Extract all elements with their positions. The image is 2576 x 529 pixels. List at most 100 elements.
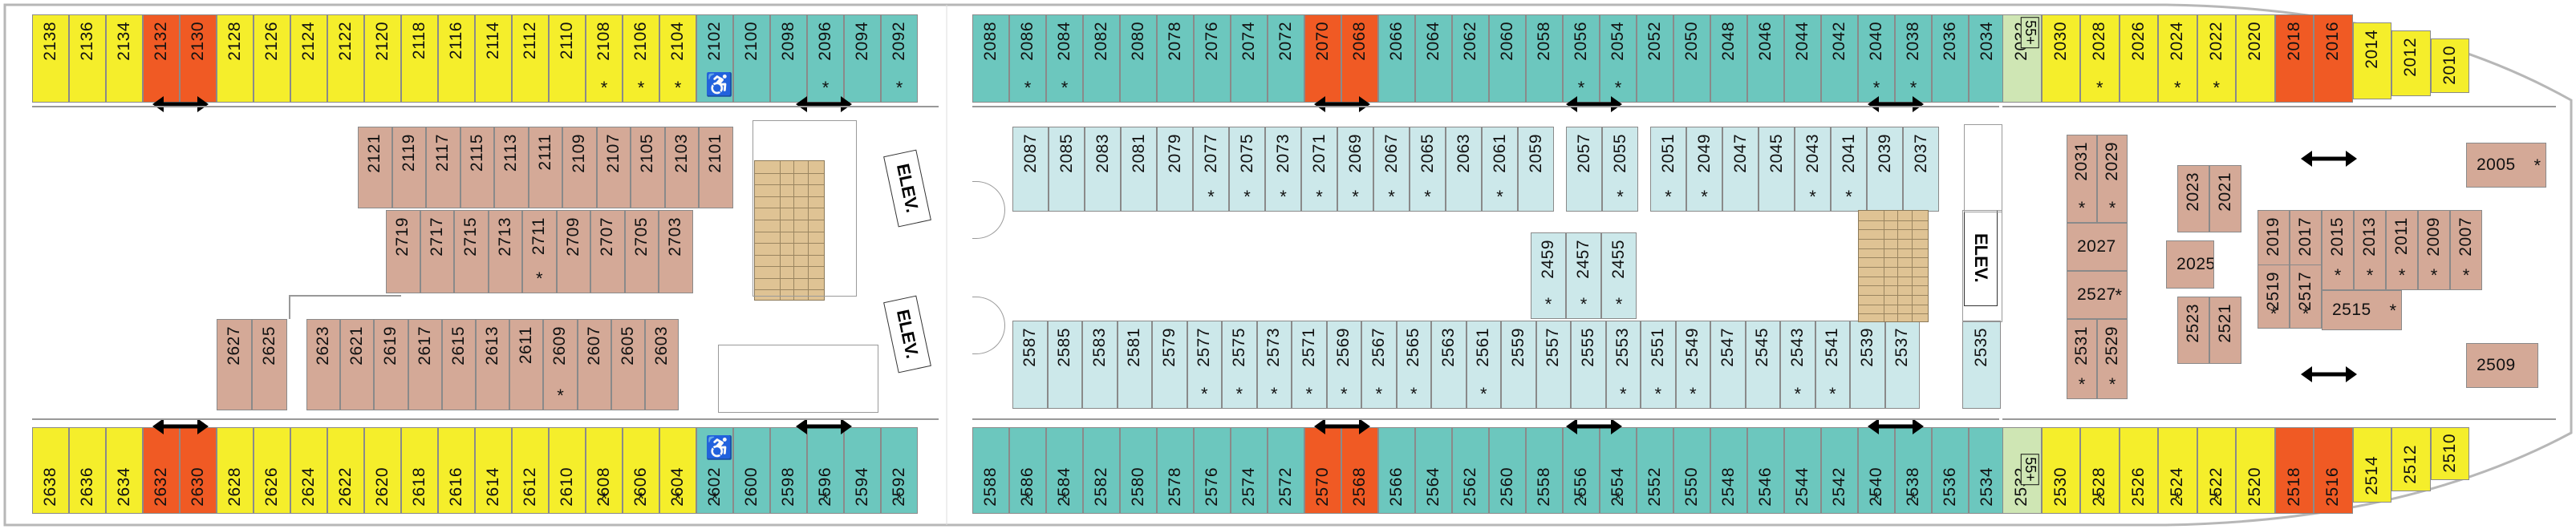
cabin-2628[interactable]: 2628 (217, 427, 254, 514)
cabin-2524[interactable]: 2524 * (2158, 427, 2197, 514)
cabin-2514[interactable]: 2514 (2352, 427, 2391, 503)
cabin-2576[interactable]: 2576 (1194, 427, 1231, 514)
cabin-2016[interactable]: 2016 (2314, 14, 2353, 103)
cabin-2539[interactable]: 2539 (1850, 321, 1885, 409)
cabin-2115[interactable]: 2115 (460, 127, 494, 208)
cabin-2021[interactable]: 2021 (2209, 165, 2241, 232)
cabin-2613[interactable]: 2613 (476, 319, 510, 410)
cabin-2007[interactable]: 2007 * (2450, 210, 2482, 290)
cabin-2625[interactable]: 2625 (252, 319, 287, 410)
cabin-2130[interactable]: 2130 (180, 14, 217, 103)
cabin-2124[interactable]: 2124 (290, 14, 327, 103)
cabin-2558[interactable]: 2558 (1526, 427, 1563, 514)
cabin-2066[interactable]: 2066 (1378, 14, 1415, 103)
cabin-2048[interactable]: 2048 (1710, 14, 1747, 103)
cabin-2459[interactable]: 2459 * (1531, 232, 1566, 319)
cabin-2566[interactable]: 2566 (1378, 427, 1415, 514)
cabin-2582[interactable]: 2582 (1083, 427, 1120, 514)
cabin-2713[interactable]: 2713 (488, 210, 522, 293)
cabin-2606[interactable]: 2606 * (623, 427, 659, 514)
cabin-2113[interactable]: 2113 (494, 127, 529, 208)
cabin-2534[interactable]: 2534 (1969, 427, 2006, 514)
cabin-2037[interactable]: 2037 (1903, 127, 1939, 212)
cabin-2537[interactable]: 2537 (1884, 321, 1920, 409)
cabin-2621[interactable]: 2621 (340, 319, 375, 410)
cabin-2132[interactable]: 2132 (143, 14, 180, 103)
cabin-2596[interactable]: 2596 * (807, 427, 844, 514)
cabin-2051[interactable]: 2051 * (1650, 127, 1686, 212)
cabin-2049[interactable]: 2049 * (1686, 127, 1722, 212)
cabin-2027[interactable]: 2027 (2067, 223, 2128, 271)
cabin-2009[interactable]: 2009 * (2418, 210, 2450, 290)
cabin-2556[interactable]: 2556 * (1563, 427, 1600, 514)
cabin-2031[interactable]: 2031 * (2067, 135, 2097, 223)
cabin-2134[interactable]: 2134 (106, 14, 143, 103)
cabin-2076[interactable]: 2076 (1194, 14, 1231, 103)
cabin-2040[interactable]: 2040 * (1858, 14, 1895, 103)
cabin-2086[interactable]: 2086 * (1009, 14, 1046, 103)
cabin-2083[interactable]: 2083 (1085, 127, 1121, 212)
cabin-2598[interactable]: 2598 (770, 427, 807, 514)
cabin-2028[interactable]: 2028 * (2080, 14, 2120, 103)
cabin-2587[interactable]: 2587 (1012, 321, 1048, 409)
cabin-2120[interactable]: 2120 (364, 14, 401, 103)
cabin-2062[interactable]: 2062 (1452, 14, 1489, 103)
cabin-2703[interactable]: 2703 (659, 210, 693, 293)
cabin-2570[interactable]: 2570 (1304, 427, 1341, 514)
cabin-2588[interactable]: 2588 (972, 427, 1009, 514)
cabin-2521[interactable]: 2521 (2209, 297, 2241, 364)
cabin-2071[interactable]: 2071 * (1301, 127, 1337, 212)
cabin-2056[interactable]: 2056 * (1563, 14, 1600, 103)
cabin-2571[interactable]: 2571 * (1292, 321, 1327, 409)
cabin-2515[interactable]: 2515 * (2322, 290, 2402, 330)
cabin-2617[interactable]: 2617 (408, 319, 442, 410)
cabin-2126[interactable]: 2126 (254, 14, 290, 103)
cabin-2572[interactable]: 2572 (1268, 427, 1304, 514)
cabin-2039[interactable]: 2039 (1867, 127, 1903, 212)
cabin-2638[interactable]: 2638 (32, 427, 69, 514)
cabin-2101[interactable]: 2101 (699, 127, 733, 208)
cabin-2074[interactable]: 2074 (1231, 14, 1268, 103)
cabin-2567[interactable]: 2567 * (1361, 321, 1397, 409)
cabin-2102[interactable]: 2102 * ♿ (696, 14, 733, 103)
cabin-2078[interactable]: 2078 (1157, 14, 1194, 103)
cabin-2594[interactable]: 2594 (844, 427, 881, 514)
cabin-2585[interactable]: 2585 (1047, 321, 1082, 409)
cabin-2542[interactable]: 2542 (1821, 427, 1858, 514)
cabin-2128[interactable]: 2128 (217, 14, 254, 103)
cabin-2050[interactable]: 2050 (1673, 14, 1710, 103)
cabin-2098[interactable]: 2098 (770, 14, 807, 103)
cabin-2096[interactable]: 2096 * (807, 14, 844, 103)
cabin-2568[interactable]: 2568 (1341, 427, 1378, 514)
cabin-2013[interactable]: 2013 * (2354, 210, 2386, 290)
cabin-2072[interactable]: 2072 (1268, 14, 1304, 103)
cabin-2526[interactable]: 2526 (2119, 427, 2158, 514)
cabin-2552[interactable]: 2552 (1637, 427, 1673, 514)
cabin-2626[interactable]: 2626 (254, 427, 290, 514)
cabin-2550[interactable]: 2550 (1673, 427, 1710, 514)
cabin-2707[interactable]: 2707 (590, 210, 625, 293)
cabin-2136[interactable]: 2136 (69, 14, 106, 103)
cabin-2103[interactable]: 2103 (664, 127, 699, 208)
cabin-2610[interactable]: 2610 (549, 427, 586, 514)
cabin-2055[interactable]: 2055 * (1602, 127, 1638, 212)
cabin-2117[interactable]: 2117 (426, 127, 460, 208)
cabin-2034[interactable]: 2034 (1969, 14, 2006, 103)
cabin-2079[interactable]: 2079 (1157, 127, 1193, 212)
cabin-2634[interactable]: 2634 (106, 427, 143, 514)
cabin-2041[interactable]: 2041 * (1831, 127, 1867, 212)
cabin-2116[interactable]: 2116 (438, 14, 475, 103)
cabin-2616[interactable]: 2616 (438, 427, 475, 514)
cabin-2605[interactable]: 2605 (611, 319, 645, 410)
cabin-2620[interactable]: 2620 (364, 427, 401, 514)
cabin-2070[interactable]: 2070 (1304, 14, 1341, 103)
cabin-2527[interactable]: 2527 * (2067, 271, 2128, 319)
cabin-2018[interactable]: 2018 (2274, 14, 2314, 103)
cabin-2719[interactable]: 2719 (386, 210, 420, 293)
cabin-2085[interactable]: 2085 (1049, 127, 1085, 212)
cabin-2575[interactable]: 2575 * (1222, 321, 1257, 409)
cabin-2057[interactable]: 2057 (1566, 127, 1602, 212)
cabin-2010[interactable]: 2010 (2430, 38, 2469, 93)
cabin-2058[interactable]: 2058 (1526, 14, 1563, 103)
cabin-2138[interactable]: 2138 (32, 14, 69, 103)
